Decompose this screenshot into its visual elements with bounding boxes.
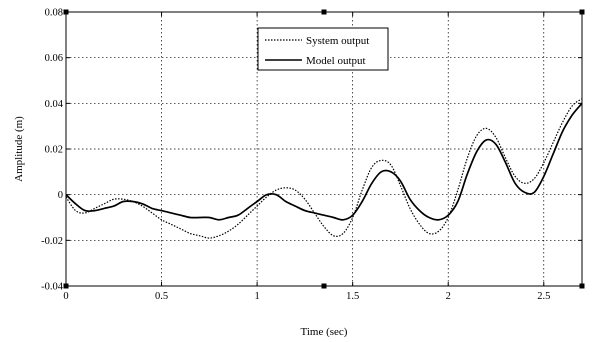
series-line-model-output (65, 102, 583, 221)
x-tick-label: 1.5 (346, 291, 359, 302)
tick-layer: 0 0.5 1 1.5 2 2.5 -0.04 -0.02 0 0.02 0.04 0.06 0.08 (41, 8, 585, 302)
frame-handle-marker (579, 283, 585, 289)
frame-handle-marker (63, 283, 69, 289)
y-tick-label: 0 (58, 190, 63, 201)
x-tick-label: 1 (254, 291, 259, 302)
x-tick-label: 2.5 (537, 291, 550, 302)
y-tick-label: 0.02 (45, 145, 63, 156)
x-tick-label: 0.5 (155, 291, 168, 302)
legend: System output Model output (257, 27, 389, 71)
frame-handle-marker (63, 9, 69, 15)
legend-label-model-output: Model output (306, 55, 366, 67)
x-tick-label: 0 (63, 291, 68, 302)
y-axis-label: Amplitude (m) (13, 116, 25, 182)
series-layer (65, 98, 583, 239)
grid (66, 12, 582, 286)
frame-handle-marker (321, 283, 327, 289)
frame-handle-marker (579, 9, 585, 15)
x-axis-label: Time (sec) (301, 326, 348, 338)
y-tick-label: 0.04 (45, 99, 64, 110)
y-tick-label: 0.06 (45, 53, 63, 64)
legend-box (257, 27, 389, 71)
y-tick-label: 0.08 (45, 8, 63, 19)
y-tick-label: -0.04 (41, 282, 64, 293)
series-line-system-output (65, 98, 583, 239)
y-tick-label: -0.02 (41, 236, 63, 247)
legend-label-system-output: System output (306, 35, 369, 47)
x-tick-label: 2 (446, 291, 451, 302)
frame-handle-marker (321, 9, 327, 15)
